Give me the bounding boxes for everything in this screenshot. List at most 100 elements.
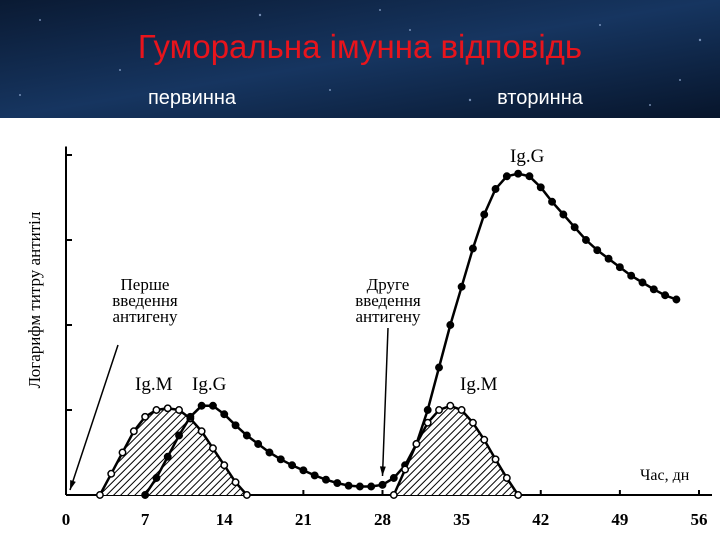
data-point — [378, 480, 387, 489]
data-point — [208, 444, 217, 453]
series-line — [144, 172, 677, 496]
data-point — [186, 412, 195, 421]
stars — [19, 9, 702, 106]
data-point — [175, 431, 183, 440]
data-point — [627, 271, 636, 280]
data-point — [401, 465, 410, 474]
series-label: Ig.G — [510, 146, 545, 167]
annotation: антигену — [355, 307, 421, 326]
data-point — [95, 491, 104, 499]
x-tick-label: 21 — [295, 510, 312, 529]
data-point — [107, 469, 116, 478]
data-point — [423, 418, 432, 427]
annotation: Перше — [121, 275, 170, 294]
data-point — [141, 491, 150, 499]
data-point — [367, 482, 376, 491]
data-point — [288, 461, 297, 470]
subtitle: вторинна — [497, 87, 584, 109]
data-point — [661, 291, 670, 300]
data-point — [502, 172, 511, 181]
data-point — [604, 254, 613, 263]
hatched-area — [393, 405, 519, 495]
data-point — [514, 169, 523, 178]
data-point — [457, 406, 466, 414]
data-point — [163, 452, 172, 461]
data-point — [468, 244, 477, 253]
annotation: введення — [355, 291, 421, 310]
x-tick-label: 0 — [62, 510, 71, 529]
data-point — [468, 418, 477, 427]
data-point — [208, 401, 217, 410]
x-tick-label: 35 — [453, 510, 470, 529]
data-point — [197, 401, 206, 410]
series-label: Ig.M — [460, 374, 498, 395]
data-point — [175, 406, 183, 414]
data-point — [242, 431, 251, 440]
data-point — [141, 412, 150, 421]
data-point — [480, 210, 489, 219]
y-axis-label: Логарифм титру антитіл — [25, 211, 44, 388]
data-point — [615, 263, 624, 272]
title: Гуморальна імунна відповідь — [138, 28, 582, 65]
data-point — [231, 421, 240, 430]
arrow-head — [70, 480, 76, 490]
data-point — [389, 474, 398, 482]
data-point — [197, 427, 206, 436]
data-point — [514, 491, 523, 499]
data-point — [163, 404, 172, 413]
data-point — [231, 478, 240, 487]
annotation-arrow — [381, 327, 389, 477]
data-point — [570, 223, 579, 232]
subtitle: первинна — [148, 87, 237, 109]
series-label: Ig.G — [192, 374, 227, 395]
data-point — [548, 197, 557, 206]
data-point — [480, 435, 489, 444]
data-point — [491, 185, 500, 193]
data-point — [412, 440, 421, 448]
banner — [0, 0, 720, 118]
data-point — [118, 448, 127, 457]
x-tick-label: 28 — [374, 510, 391, 529]
data-point — [129, 427, 138, 436]
data-point — [638, 278, 647, 287]
data-point — [322, 475, 330, 484]
data-point — [423, 406, 432, 414]
data-point — [457, 282, 466, 291]
data-point — [276, 455, 285, 464]
data-point — [525, 172, 534, 181]
data-point — [593, 246, 602, 255]
data-point — [491, 455, 500, 464]
x-tick-label: 14 — [216, 510, 234, 529]
data-point — [152, 406, 161, 414]
data-point — [649, 285, 658, 294]
data-point — [152, 474, 161, 482]
annotation: Друге — [367, 275, 410, 294]
data-point — [344, 481, 353, 490]
x-tick-label: 49 — [611, 510, 628, 529]
data-point — [220, 461, 229, 470]
x-axis-label: Час, дн — [640, 467, 690, 484]
data-point — [672, 295, 681, 304]
data-point — [536, 183, 545, 192]
data-point — [265, 448, 274, 457]
x-tick-label: 56 — [691, 510, 708, 529]
x-tick-label: 42 — [532, 510, 549, 529]
data-point — [310, 471, 319, 480]
data-point — [254, 440, 263, 448]
data-point — [435, 406, 443, 414]
annotation-arrow — [69, 344, 119, 491]
data-point — [355, 482, 364, 491]
data-point — [389, 491, 398, 499]
data-point — [559, 210, 568, 219]
arrow-head — [379, 466, 386, 476]
x-tick-label: 7 — [141, 510, 150, 529]
data-point — [502, 474, 511, 482]
data-point — [446, 401, 455, 410]
annotation: введення — [112, 291, 178, 310]
data-point — [435, 363, 443, 372]
data-point — [582, 236, 590, 244]
annotation: антигену — [112, 307, 178, 326]
